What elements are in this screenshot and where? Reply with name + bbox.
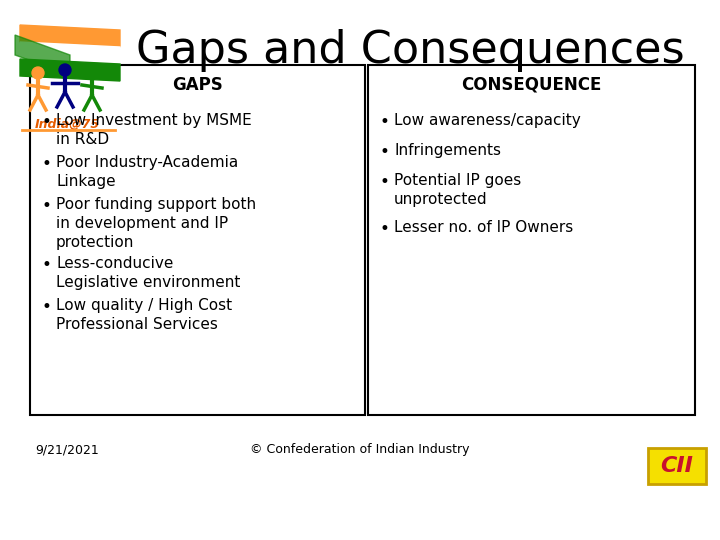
Text: 9/21/2021: 9/21/2021 (35, 443, 99, 456)
Text: Poor Industry-Academia
Linkage: Poor Industry-Academia Linkage (56, 155, 238, 189)
Text: •: • (42, 197, 52, 215)
Bar (30, 65, 365, 415)
Text: •: • (42, 298, 52, 316)
Text: •: • (42, 256, 52, 274)
Bar (368, 65, 695, 415)
Circle shape (86, 67, 98, 79)
Text: Gaps and Consequences: Gaps and Consequences (135, 29, 684, 71)
Text: GAPS: GAPS (172, 76, 223, 94)
Polygon shape (20, 42, 120, 64)
Text: Potential IP goes
unprotected: Potential IP goes unprotected (394, 173, 521, 207)
Bar (648, 448, 706, 484)
Text: Infringements: Infringements (394, 143, 501, 158)
Text: Low Investment by MSME
in R&D: Low Investment by MSME in R&D (56, 113, 252, 147)
Text: •: • (380, 143, 390, 161)
Polygon shape (20, 25, 120, 47)
Text: Poor funding support both
in development and IP
protection: Poor funding support both in development… (56, 197, 256, 251)
Text: Low awareness/capacity: Low awareness/capacity (394, 113, 581, 128)
Text: India@75: India@75 (35, 118, 99, 131)
Text: •: • (380, 173, 390, 191)
Text: Less-conducive
Legislative environment: Less-conducive Legislative environment (56, 256, 240, 290)
Polygon shape (20, 59, 120, 81)
Text: •: • (42, 113, 52, 131)
Text: •: • (42, 155, 52, 173)
Text: •: • (380, 113, 390, 131)
Text: CONSEQUENCE: CONSEQUENCE (462, 76, 602, 94)
Text: CII: CII (660, 456, 693, 476)
Text: © Confederation of Indian Industry: © Confederation of Indian Industry (251, 443, 469, 456)
Text: Lesser no. of IP Owners: Lesser no. of IP Owners (394, 220, 573, 235)
Circle shape (32, 67, 44, 79)
Circle shape (59, 64, 71, 76)
Polygon shape (15, 35, 70, 75)
Text: •: • (380, 220, 390, 238)
Text: Low quality / High Cost
Professional Services: Low quality / High Cost Professional Ser… (56, 298, 232, 332)
